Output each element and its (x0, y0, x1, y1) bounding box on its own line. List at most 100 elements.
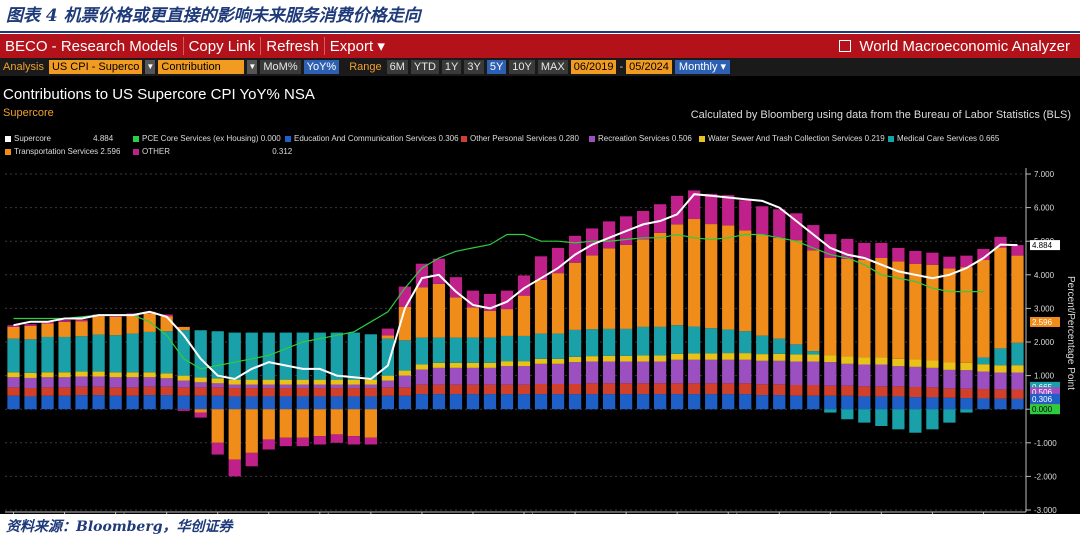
legend-swatch (888, 135, 894, 142)
bar-segment (585, 383, 599, 395)
analysis-dropdown-icon[interactable]: ▼ (145, 60, 156, 74)
bar-segment (228, 388, 241, 397)
bar-segment (892, 409, 905, 430)
copy-link-button[interactable]: Copy Link (188, 37, 256, 55)
bar-segment (705, 193, 718, 225)
legend-item-supercore[interactable]: Supercore 4.884 (5, 134, 113, 143)
mom-toggle[interactable]: MoM% (260, 60, 301, 74)
bar-segment (688, 219, 701, 327)
bar-segment (619, 244, 633, 329)
bar-segment (619, 328, 633, 356)
bar-segment (109, 377, 122, 388)
app-name[interactable]: World Macroeconomic Analyzer (839, 38, 1080, 55)
bar-segment (654, 355, 667, 362)
legend-item-recreation[interactable]: Recreation Services 0.506 (589, 134, 692, 143)
bar-segment (602, 355, 616, 362)
legend-swatch (285, 135, 291, 142)
bar-segment (160, 378, 173, 387)
bar-segment (671, 224, 684, 326)
bar-segment (262, 409, 275, 440)
value-tag-label: 2.596 (1032, 318, 1053, 327)
bar-segment (330, 388, 343, 397)
bar-segment (1011, 398, 1024, 410)
y-tick-label: 7.000 (1034, 170, 1055, 179)
bar-segment (296, 388, 309, 397)
range-6m-button[interactable]: 6M (386, 60, 408, 74)
bar-segment (654, 383, 667, 395)
legend-item-pce-core[interactable]: PCE Core Services (ex Housing) 0.000 (133, 134, 281, 143)
range-ytd-button[interactable]: YTD (410, 60, 439, 74)
bar-segment (994, 365, 1007, 373)
bar-segment (500, 394, 514, 410)
bar-segment (330, 384, 343, 389)
mode-dropdown-icon[interactable]: ▼ (247, 60, 258, 74)
bar-segment (1011, 365, 1024, 373)
legend-item-transportation[interactable]: Transportation Services 2.596 (5, 147, 120, 156)
bar-segment (585, 356, 599, 362)
bar-segment (41, 395, 54, 410)
range-5y-button[interactable]: 5Y (486, 60, 507, 74)
bar-segment (92, 316, 105, 335)
bar-segment (194, 330, 207, 378)
bar-segment (875, 357, 888, 365)
bar-segment (194, 395, 207, 410)
bar-segment (160, 386, 173, 396)
bar-segment (585, 361, 599, 384)
bar-segment (756, 335, 769, 355)
legend-item-other-personal[interactable]: Other Personal Services 0.280 (461, 134, 579, 143)
bar-segment (875, 409, 888, 426)
range-max-button[interactable]: MAX (537, 60, 568, 74)
export-menu-button[interactable]: Export ▾ (329, 38, 385, 55)
legend-item-other[interactable]: OTHER 0.312 (133, 147, 292, 156)
bar-segment (279, 379, 292, 385)
pce-core-line (13, 233, 984, 370)
bar-segment (483, 367, 497, 385)
bar-segment (773, 209, 786, 238)
yoy-toggle[interactable]: YoY% (303, 60, 340, 74)
legend-item-water-sewer[interactable]: Water Sewer And Trash Collection Service… (699, 134, 885, 143)
bar-segment (143, 313, 156, 332)
range-1y-button[interactable]: 1Y (441, 60, 462, 74)
analysis-label: Analysis (3, 61, 44, 73)
bar-segment (551, 363, 565, 384)
analysis-field[interactable]: US CPI - Superco (48, 60, 143, 74)
bar-segment (228, 384, 241, 389)
bar-segment (875, 386, 888, 397)
bar-segment (960, 398, 973, 410)
y-tick-label: -1.000 (1034, 439, 1057, 448)
range-3y-button[interactable]: 3Y (464, 60, 484, 74)
legend-item-education[interactable]: Education And Communication Services 0.3… (285, 134, 459, 143)
bar-segment (432, 337, 446, 363)
periodicity-select[interactable]: Monthly ▾ (674, 60, 731, 74)
bar-segment (432, 384, 446, 395)
controls-bar: Analysis US CPI - Superco ▼ Contribution… (0, 58, 1080, 76)
legend-item-medical[interactable]: Medical Care Services 0.665 (888, 134, 999, 143)
bar-segment (994, 372, 1007, 390)
bar-segment (807, 395, 820, 410)
bar-segment (739, 230, 752, 332)
bar-segment (517, 361, 531, 367)
end-date-input[interactable]: 05/2024 (626, 60, 672, 74)
value-tag-box (1030, 381, 1060, 392)
bar-segment (194, 412, 207, 418)
bar-segment (994, 236, 1007, 248)
bar-segment (824, 234, 837, 258)
bar-segment (739, 200, 752, 231)
bar-segment (858, 386, 871, 397)
source-note: 资料来源：Bloomberg，华创证券 (6, 519, 233, 535)
bar-segment (994, 348, 1007, 366)
bar-segment (347, 396, 360, 410)
bar-segment (705, 359, 718, 384)
bar-segment (585, 394, 599, 410)
bar-segment (330, 434, 343, 443)
bar-segment (943, 388, 956, 398)
external-link-icon[interactable] (839, 40, 852, 52)
bar-segment (160, 316, 173, 332)
mode-field[interactable]: Contribution (158, 60, 245, 74)
range-10y-button[interactable]: 10Y (509, 60, 535, 74)
value-tag: 2.596 (1030, 316, 1060, 327)
start-date-input[interactable]: 06/2019 (570, 60, 617, 74)
bar-segment (977, 389, 990, 399)
refresh-button[interactable]: Refresh (266, 37, 319, 55)
bar-segment (381, 395, 395, 410)
